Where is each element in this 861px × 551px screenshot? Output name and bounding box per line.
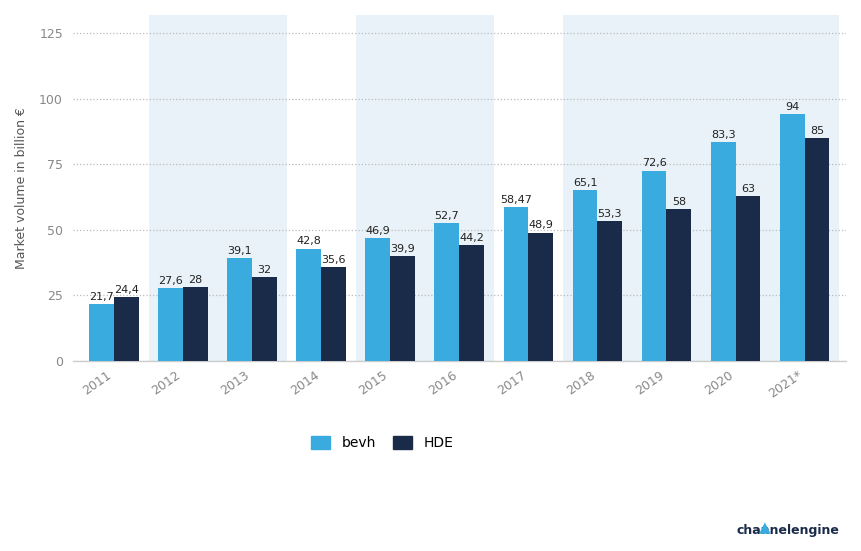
Bar xyxy=(183,287,208,360)
Text: 72,6: 72,6 xyxy=(641,158,666,169)
Bar xyxy=(735,196,760,360)
Text: ▲: ▲ xyxy=(759,521,771,536)
Text: 27,6: 27,6 xyxy=(158,276,183,286)
Bar xyxy=(390,256,415,360)
Text: 39,1: 39,1 xyxy=(227,246,252,256)
Text: 35,6: 35,6 xyxy=(321,255,346,265)
Bar xyxy=(435,223,460,360)
Text: 39,9: 39,9 xyxy=(390,244,415,254)
Bar xyxy=(158,288,183,360)
Bar xyxy=(598,221,623,360)
Bar xyxy=(227,258,252,360)
Bar xyxy=(504,208,529,360)
Text: 52,7: 52,7 xyxy=(435,210,459,220)
Legend: bevh, HDE: bevh, HDE xyxy=(304,429,460,457)
Bar xyxy=(710,143,735,360)
Text: 58,47: 58,47 xyxy=(500,196,532,206)
Text: 63: 63 xyxy=(741,183,755,193)
Bar xyxy=(90,304,115,360)
Bar xyxy=(252,277,277,360)
Bar xyxy=(321,267,346,360)
Text: 44,2: 44,2 xyxy=(460,233,484,243)
Text: 83,3: 83,3 xyxy=(711,131,735,141)
Bar xyxy=(296,249,321,360)
Text: 53,3: 53,3 xyxy=(598,209,623,219)
Text: 85: 85 xyxy=(810,126,824,136)
Text: 48,9: 48,9 xyxy=(529,220,554,230)
Bar xyxy=(563,15,701,360)
Bar xyxy=(641,170,666,360)
Text: 46,9: 46,9 xyxy=(366,226,390,236)
Bar xyxy=(780,115,804,360)
Bar xyxy=(460,245,484,360)
Bar xyxy=(573,190,598,360)
Bar xyxy=(365,238,390,360)
Text: 28: 28 xyxy=(189,275,202,285)
Bar xyxy=(804,138,829,360)
Bar xyxy=(666,209,691,360)
Text: 58: 58 xyxy=(672,197,686,207)
Y-axis label: Market volume in billion €: Market volume in billion € xyxy=(15,107,28,269)
Text: 42,8: 42,8 xyxy=(296,236,321,246)
Text: 94: 94 xyxy=(785,102,799,112)
Bar xyxy=(529,233,554,360)
Bar xyxy=(149,15,287,360)
Text: 32: 32 xyxy=(257,264,272,275)
Text: 21,7: 21,7 xyxy=(90,291,114,301)
Bar xyxy=(701,15,839,360)
Bar xyxy=(115,296,139,360)
Text: 24,4: 24,4 xyxy=(115,285,139,295)
Bar xyxy=(356,15,494,360)
Text: 65,1: 65,1 xyxy=(573,178,598,188)
Text: channelengine: channelengine xyxy=(737,524,839,537)
